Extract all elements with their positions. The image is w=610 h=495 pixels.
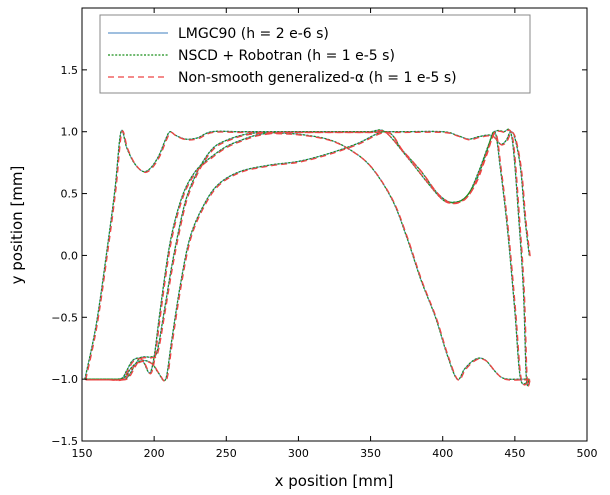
legend-label-3: Non-smooth generalized-α (h = 1 e-5 s): [178, 70, 457, 86]
x-tick-label: 200: [144, 447, 165, 460]
y-tick-label: 0.0: [61, 249, 79, 262]
legend-label-2: NSCD + Robotran (h = 1 e-5 s): [178, 48, 395, 64]
y-tick-label: 1.0: [61, 126, 79, 139]
x-tick-label: 350: [360, 447, 381, 460]
series-3-line-3: [85, 129, 531, 387]
series-3-line-1: [85, 129, 531, 386]
x-tick-label: 150: [72, 447, 93, 460]
series-2-line-1: [84, 129, 530, 385]
x-tick-label: 400: [432, 447, 453, 460]
y-axis-label: y position [mm]: [8, 166, 26, 285]
y-tick-label: −1.5: [51, 435, 78, 448]
y-tick-label: 1.5: [61, 64, 79, 77]
x-tick-label: 250: [216, 447, 237, 460]
axis-ticks: 150 200 250 300 350 400 450 500 −1.5 −1.0 −0.5 0.0 0…: [51, 8, 598, 460]
y-tick-label: 0.5: [61, 188, 79, 201]
series-3: [85, 129, 531, 387]
legend-box: [99, 14, 531, 94]
y-tick-label: −0.5: [51, 311, 78, 324]
series-3-line-2: [85, 131, 531, 382]
x-tick-label: 450: [504, 447, 525, 460]
series-2-line-3: [84, 128, 530, 387]
x-axis-label: x position [mm]: [275, 472, 394, 490]
legend: LMGC90 (h = 2 e-6 s) NSCD + Robotran (h =…: [99, 14, 531, 94]
series-3-line-4: [85, 132, 531, 381]
x-tick-label: 500: [577, 447, 598, 460]
series-2: [84, 128, 530, 387]
series-2-line-4: [84, 132, 530, 381]
series-curves: [84, 128, 531, 387]
legend-label-1: LMGC90 (h = 2 e-6 s): [178, 26, 329, 42]
series-2-line-2: [84, 130, 530, 381]
y-tick-label: −1.0: [51, 373, 78, 386]
x-tick-label: 300: [288, 447, 309, 460]
